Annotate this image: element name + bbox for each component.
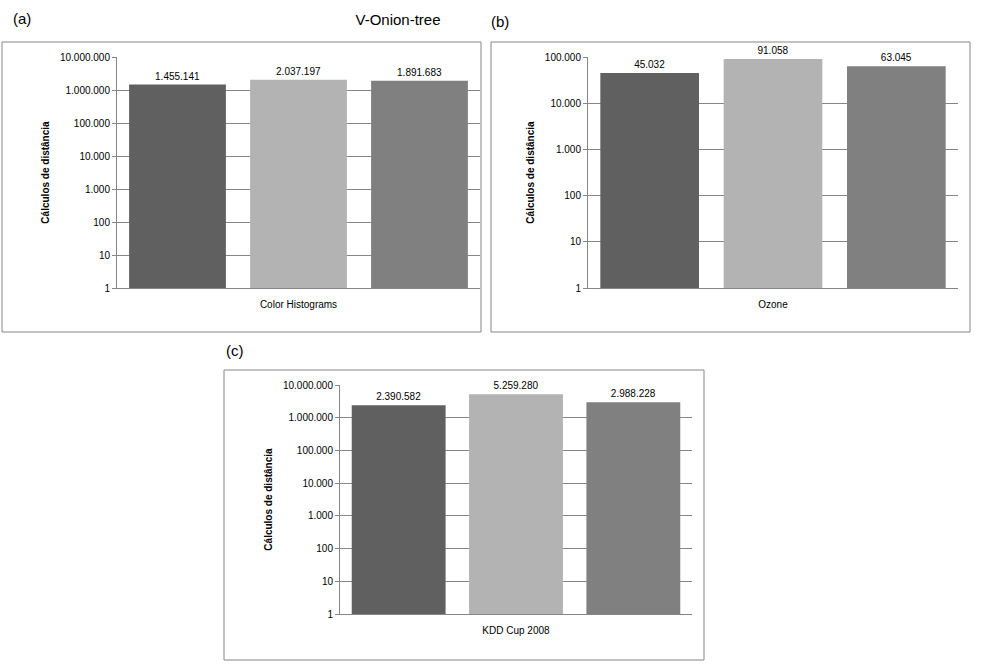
svg-text:Cálculos de distância: Cálculos de distância [40, 121, 51, 224]
svg-text:Cálculos de distância: Cálculos de distância [263, 448, 274, 551]
svg-text:63.045: 63.045 [881, 52, 912, 63]
svg-text:1.000: 1.000 [85, 184, 110, 195]
svg-text:1.000.000: 1.000.000 [66, 85, 111, 96]
svg-text:10.000: 10.000 [79, 151, 110, 162]
svg-text:100: 100 [564, 190, 581, 201]
svg-text:100.000: 100.000 [297, 445, 334, 456]
svg-text:10: 10 [99, 250, 111, 261]
svg-text:100.000: 100.000 [545, 52, 582, 63]
svg-text:10.000.000: 10.000.000 [60, 52, 110, 63]
svg-text:10.000: 10.000 [550, 98, 581, 109]
svg-text:(c): (c) [226, 342, 244, 359]
svg-text:1.891.683: 1.891.683 [397, 67, 442, 78]
svg-text:5.259.280: 5.259.280 [494, 380, 539, 391]
svg-text:1: 1 [327, 609, 333, 620]
svg-text:2.037.197: 2.037.197 [276, 66, 321, 77]
svg-text:91.058: 91.058 [757, 45, 788, 56]
svg-text:KDD Cup 2008: KDD Cup 2008 [482, 625, 550, 636]
svg-text:(a): (a) [13, 10, 31, 27]
svg-text:100.000: 100.000 [74, 118, 111, 129]
svg-text:10.000: 10.000 [302, 478, 333, 489]
svg-text:2.390.582: 2.390.582 [376, 391, 421, 402]
svg-text:Ozone: Ozone [758, 299, 788, 310]
svg-text:10: 10 [322, 576, 334, 587]
svg-text:1: 1 [104, 283, 110, 294]
svg-text:1.000.000: 1.000.000 [289, 412, 334, 423]
svg-text:(b): (b) [491, 13, 509, 30]
svg-text:Cálculos de distância: Cálculos de distância [525, 121, 536, 224]
svg-text:100: 100 [316, 543, 333, 554]
svg-text:10: 10 [570, 236, 582, 247]
svg-text:Color Histograms: Color Histograms [260, 299, 337, 310]
svg-text:2.988.228: 2.988.228 [611, 388, 656, 399]
svg-text:1.000: 1.000 [556, 144, 581, 155]
svg-text:100: 100 [93, 217, 110, 228]
svg-text:1.455.141: 1.455.141 [155, 71, 200, 82]
svg-text:45.032: 45.032 [634, 59, 665, 70]
svg-text:V-Onion-tree: V-Onion-tree [355, 11, 440, 28]
svg-text:1: 1 [575, 283, 581, 294]
svg-text:1.000: 1.000 [308, 510, 333, 521]
svg-text:10.000.000: 10.000.000 [283, 380, 333, 391]
